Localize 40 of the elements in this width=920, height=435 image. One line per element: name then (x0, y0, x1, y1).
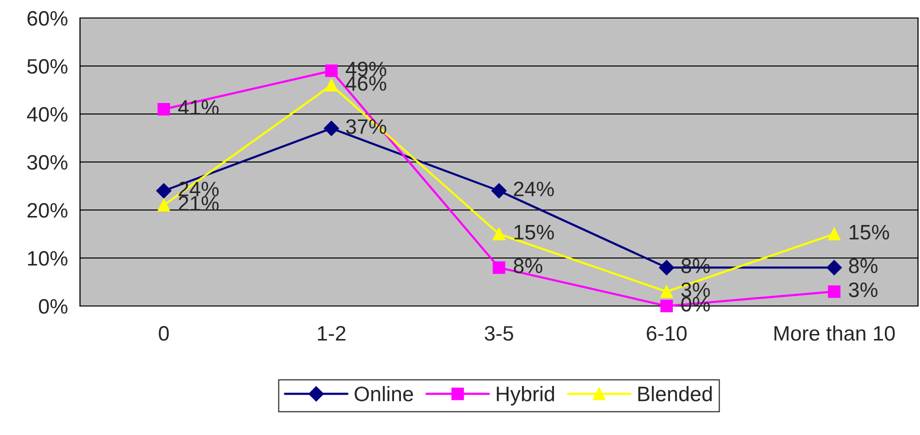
point (660, 285, 673, 298)
point (828, 228, 840, 240)
point (492, 228, 506, 240)
x-tick-label: 6-10 (646, 326, 687, 341)
data-label: 8% (514, 258, 542, 274)
point (491, 183, 507, 198)
y-tick-label: 20% (28, 203, 68, 218)
legend-label: Hybrid (496, 386, 554, 406)
data-label: 15% (514, 224, 554, 240)
point (660, 300, 673, 312)
y-tick-label: 40% (26, 107, 68, 122)
y-tick-label: 50% (27, 59, 68, 74)
point (156, 183, 172, 198)
data-label: 15% (850, 224, 890, 240)
data-label: 3% (681, 282, 710, 298)
data-label: 21% (178, 196, 219, 211)
point (826, 260, 842, 276)
data-label: 41% (178, 100, 219, 115)
legend-label: Blended (638, 386, 712, 402)
point (828, 285, 840, 298)
x-tick-label: 1-2 (318, 326, 346, 341)
data-label: 8% (848, 258, 878, 274)
y-tick-label: 30% (27, 155, 68, 170)
y-tick-label: 60% (28, 11, 68, 26)
data-label: 46% (346, 76, 386, 91)
point (325, 64, 338, 78)
point (158, 102, 170, 116)
x-tick-label: 3-5 (484, 326, 514, 341)
point (659, 260, 674, 276)
data-label: 3% (848, 282, 878, 298)
point (492, 261, 506, 274)
legend-label: Online (354, 386, 413, 402)
point (158, 198, 170, 212)
x-tick-label: More than 10 (774, 325, 895, 341)
point (324, 120, 339, 136)
data-label: 24% (514, 182, 554, 196)
x-tick-label: 0 (158, 326, 169, 341)
y-tick-label: 10% (28, 251, 68, 266)
point (325, 78, 338, 92)
y-tick-label: 0% (38, 299, 68, 314)
